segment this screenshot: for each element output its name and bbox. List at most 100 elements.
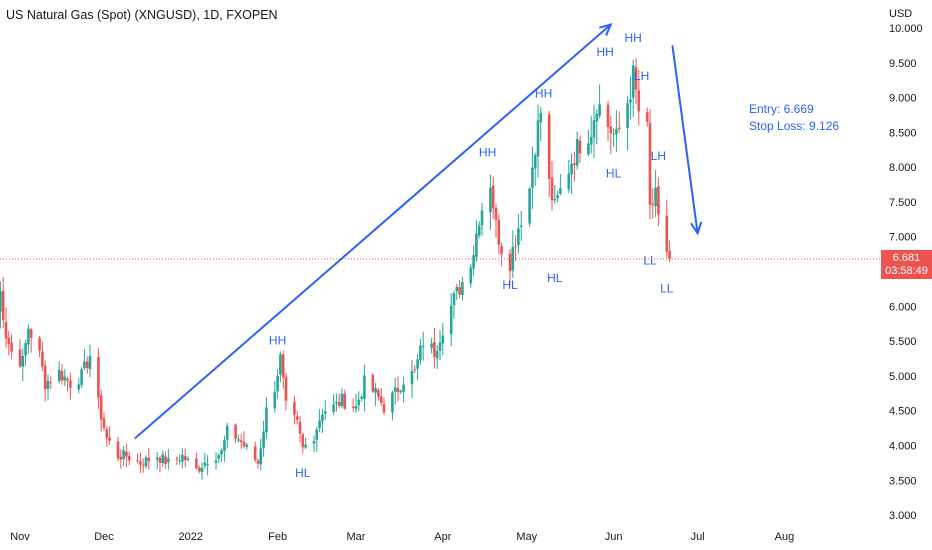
- candle: [332, 394, 335, 416]
- candle: [472, 245, 475, 276]
- swing-label: HH: [597, 45, 614, 59]
- candle: [360, 394, 363, 402]
- candle: [410, 359, 414, 398]
- candle: [430, 337, 433, 354]
- candle: [144, 455, 148, 469]
- swing-label: LL: [660, 281, 674, 295]
- candle: [116, 436, 120, 462]
- candles-layer: [0, 58, 671, 480]
- candle: [80, 367, 83, 388]
- candle: [10, 334, 13, 359]
- time-tick-label: May: [516, 531, 537, 543]
- candle: [335, 393, 338, 412]
- candle: [220, 448, 223, 462]
- candle: [575, 131, 579, 170]
- candle: [609, 115, 613, 155]
- candle: [41, 341, 44, 371]
- candle: [108, 426, 111, 445]
- candle: [43, 360, 47, 402]
- candle: [295, 410, 299, 425]
- price-tick-label: 9.000: [889, 93, 917, 105]
- candle: [567, 160, 571, 194]
- swing-label: LH: [651, 149, 666, 163]
- candle: [259, 438, 263, 471]
- candle: [85, 356, 89, 374]
- time-tick-label: Jul: [691, 531, 705, 543]
- candle: [528, 187, 531, 227]
- candle: [225, 422, 229, 449]
- price-tick-label: 6.000: [889, 301, 917, 313]
- candle: [164, 451, 167, 469]
- candle: [357, 391, 361, 412]
- candle: [57, 361, 61, 384]
- candle: [449, 292, 453, 346]
- candle: [363, 364, 366, 412]
- candle: [262, 420, 265, 457]
- swing-label: HL: [606, 167, 622, 181]
- candle: [651, 188, 655, 219]
- candle: [419, 338, 422, 365]
- candle: [63, 368, 67, 387]
- candle: [536, 104, 540, 178]
- candle: [475, 219, 478, 262]
- candle: [514, 234, 517, 262]
- candle: [66, 376, 69, 391]
- candle: [234, 423, 237, 443]
- candle: [38, 335, 41, 358]
- price-tick-label: 5.500: [889, 336, 917, 348]
- candle: [27, 324, 30, 354]
- candle: [21, 348, 25, 382]
- candle: [539, 106, 543, 142]
- candle: [665, 199, 669, 259]
- candle: [155, 451, 159, 470]
- swing-label: HH: [625, 31, 642, 45]
- time-tick-label: Nov: [10, 531, 30, 543]
- candle: [239, 433, 243, 449]
- time-tick-label: Apr: [434, 531, 451, 543]
- candle: [195, 452, 198, 470]
- candle: [351, 398, 355, 412]
- candle: [203, 452, 207, 469]
- candle: [573, 151, 576, 182]
- candle: [587, 129, 590, 156]
- candle: [175, 456, 179, 465]
- candle: [559, 173, 562, 196]
- candle: [281, 350, 285, 389]
- candle: [533, 152, 537, 186]
- candle: [413, 365, 417, 373]
- candle: [648, 109, 652, 220]
- candle: [242, 431, 246, 449]
- candle: [301, 432, 305, 454]
- candle: [127, 451, 131, 466]
- candle: [167, 449, 170, 470]
- candle: [69, 372, 72, 400]
- candle: [556, 190, 559, 203]
- candle: [323, 400, 327, 420]
- candle: [382, 397, 386, 415]
- candle: [391, 390, 394, 421]
- candle: [200, 462, 204, 480]
- candle: [97, 348, 100, 410]
- candle: [452, 291, 456, 319]
- candle: [141, 458, 145, 473]
- candle: [458, 280, 461, 299]
- time-axis: Nov Dec 2022 Feb Mar Apr May Jun Jul Aug: [10, 531, 794, 543]
- price-tick-label: 9.500: [889, 58, 917, 70]
- price-tick-label: 5.000: [889, 371, 917, 383]
- candle: [517, 214, 520, 254]
- entry-note: Entry: 6.669: [749, 102, 814, 116]
- candle: [435, 345, 439, 370]
- price-tick-label: 3.000: [889, 510, 917, 522]
- candle: [589, 115, 593, 154]
- candle: [276, 369, 279, 399]
- candle: [570, 153, 573, 195]
- candle: [253, 441, 257, 463]
- candle: [214, 452, 218, 470]
- candle: [284, 372, 288, 411]
- candle: [197, 465, 201, 474]
- candle: [4, 307, 8, 348]
- candle: [645, 107, 649, 127]
- candle: [553, 184, 557, 204]
- candle: [122, 446, 125, 467]
